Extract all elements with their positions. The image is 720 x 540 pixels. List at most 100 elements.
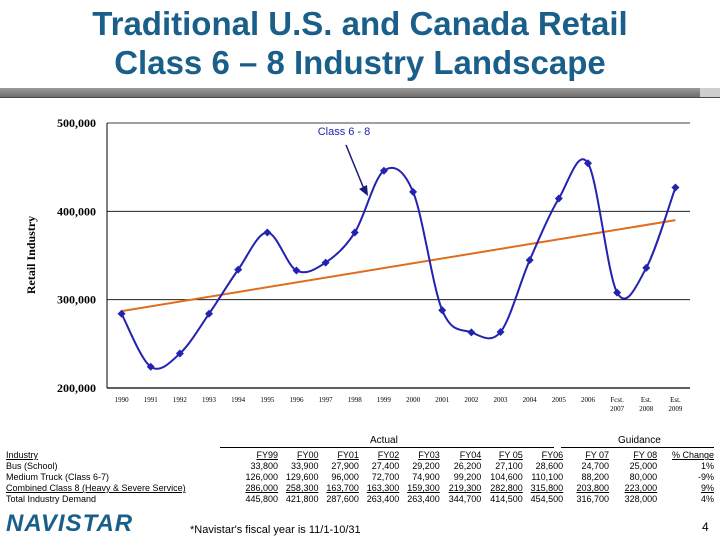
- group-actual-rule: [220, 447, 554, 448]
- col-header-fy03: FY03: [418, 450, 440, 460]
- data-point: [263, 228, 272, 237]
- table-cell: 27,100: [495, 461, 523, 471]
- table-cell: 223,000: [624, 483, 658, 493]
- series-class-6-8: [117, 158, 680, 371]
- industry-chart: Retail Industry 200,000 300,000 400,000 500…: [24, 116, 690, 413]
- x-tick-label: 1990: [115, 396, 130, 404]
- data-point: [175, 349, 184, 358]
- series-annotation: Class 6 - 8: [318, 126, 370, 196]
- table-cell: 74,900: [412, 472, 440, 482]
- table-cell: 99,200: [453, 472, 482, 482]
- annotation-arrow: [345, 144, 365, 190]
- table-cell: 26,200: [453, 461, 482, 471]
- table-cell: 282,800: [490, 483, 523, 493]
- y-tick-label: 400,000: [57, 204, 96, 218]
- table-cell: 286,000: [245, 483, 279, 493]
- data-point: [525, 256, 534, 265]
- table-cell: 9%: [700, 483, 714, 493]
- group-guidance-label: Guidance: [618, 435, 661, 446]
- table-cell: 96,000: [331, 472, 359, 482]
- data-point: [321, 258, 330, 267]
- slide-title-line2: Class 6 – 8 Industry Landscape: [114, 44, 606, 81]
- table-cell: 344,700: [448, 494, 482, 504]
- table-cell: 24,700: [581, 461, 610, 471]
- x-tick-label: 1995: [260, 396, 275, 404]
- data-point: [379, 166, 388, 175]
- table-cell: 27,900: [331, 461, 359, 471]
- slide-title: Traditional U.S. and Canada Retail Class…: [0, 4, 720, 82]
- table-cell: 129,600: [285, 472, 319, 482]
- row-label: Bus (School): [6, 461, 58, 471]
- data-point: [554, 194, 563, 203]
- col-header-industry: Industry: [6, 450, 39, 460]
- annotation-arrowhead: [359, 185, 368, 196]
- y-axis-label: Retail Industry: [24, 216, 38, 294]
- table-cell: 88,200: [581, 472, 610, 482]
- x-tick-label: Est. 2008: [639, 396, 654, 413]
- x-tick-label: 2000: [406, 396, 421, 404]
- table-header-row: Industry FY99 FY00 FY01 FY02 FY03 FY04 F…: [6, 450, 714, 461]
- y-tick-labels: 200,000 300,000 400,000 500,000: [57, 116, 96, 395]
- group-actual-label: Actual: [370, 435, 398, 446]
- x-tick-label: 1998: [348, 396, 363, 404]
- grid-lines: [106, 122, 690, 389]
- table-cell: 258,300: [285, 483, 319, 493]
- page-number: 4: [702, 520, 709, 534]
- navistar-logo: NAVISTAR: [6, 510, 134, 537]
- table-cell: 159,300: [407, 483, 440, 493]
- table-cell: 219,300: [448, 483, 482, 493]
- data-point: [583, 159, 592, 168]
- col-header-fy05: FY 05: [498, 450, 523, 460]
- table-cell: 414,500: [490, 494, 523, 504]
- table-cell: 315,800: [530, 483, 564, 493]
- x-tick-label: 1997: [319, 396, 334, 404]
- table-cell: 163,700: [326, 483, 359, 493]
- table-cell: 328,000: [624, 494, 658, 504]
- title-divider: [0, 88, 720, 98]
- x-tick-label: 1992: [173, 396, 188, 404]
- row-label: Medium Truck (Class 6-7): [6, 472, 110, 482]
- x-tick-label: 2003: [494, 396, 509, 404]
- x-tick-label: 1994: [231, 396, 246, 404]
- table-cell: 27,400: [371, 461, 400, 471]
- x-tick-label: 1993: [202, 396, 217, 404]
- data-point: [292, 266, 301, 275]
- x-tick-label: 2004: [523, 396, 538, 404]
- table-cell: 29,200: [412, 461, 440, 471]
- table-cell: 110,100: [531, 472, 564, 482]
- col-header-fy00: FY00: [296, 450, 319, 460]
- table-cell: 104,600: [490, 472, 523, 482]
- table-cell: 28,600: [535, 461, 564, 471]
- table-cell: 126,000: [245, 472, 279, 482]
- data-point: [234, 265, 243, 274]
- footnote: *Navistar's fiscal year is 11/1-10/31: [190, 524, 361, 536]
- table-cell: 203,800: [576, 483, 610, 493]
- col-header-fy08: FY 08: [633, 450, 658, 460]
- table-cell: 163,300: [366, 483, 400, 493]
- x-tick-label: 2006: [581, 396, 596, 404]
- table-row: Combined Class 8 (Heavy & Severe Service…: [6, 483, 714, 494]
- table-cell: 263,400: [366, 494, 400, 504]
- x-tick-label: 2002: [464, 396, 479, 404]
- table-cell: 4%: [700, 494, 714, 504]
- title-divider-tab: [700, 88, 720, 97]
- table-cell: 454,500: [530, 494, 564, 504]
- data-point: [642, 263, 651, 272]
- table-cell: 80,000: [629, 472, 658, 482]
- data-point: [350, 228, 359, 237]
- col-header-fy04: FY04: [459, 450, 482, 460]
- data-point: [496, 327, 505, 336]
- table-cell: -9%: [697, 472, 714, 482]
- x-tick-label: 1991: [144, 396, 159, 404]
- table-cell: 263,400: [407, 494, 440, 504]
- table-cell: 287,600: [326, 494, 359, 504]
- data-point: [671, 183, 680, 192]
- group-guidance-rule: [561, 447, 714, 448]
- row-label: Combined Class 8 (Heavy & Severe Service…: [6, 483, 186, 493]
- table-cell: 33,800: [250, 461, 279, 471]
- data-point: [467, 328, 476, 337]
- table-row: Bus (School) 33,800 33,900 27,900 27,400…: [6, 461, 714, 472]
- table-cell: 316,700: [576, 494, 610, 504]
- series-line: [120, 158, 677, 370]
- x-tick-labels: 1990 1991 1992 1993 1994 1995 1996 1997 1998 1999…: [115, 396, 683, 413]
